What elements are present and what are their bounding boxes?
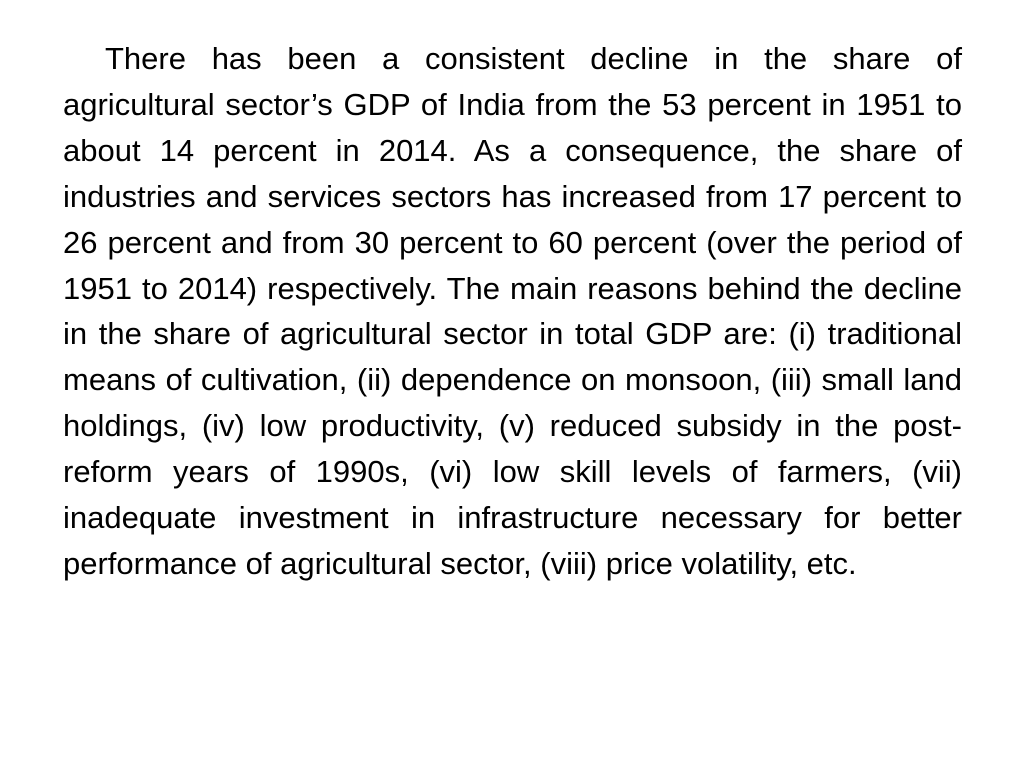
body-paragraph: There has been a consistent decline in t…: [63, 41, 962, 581]
